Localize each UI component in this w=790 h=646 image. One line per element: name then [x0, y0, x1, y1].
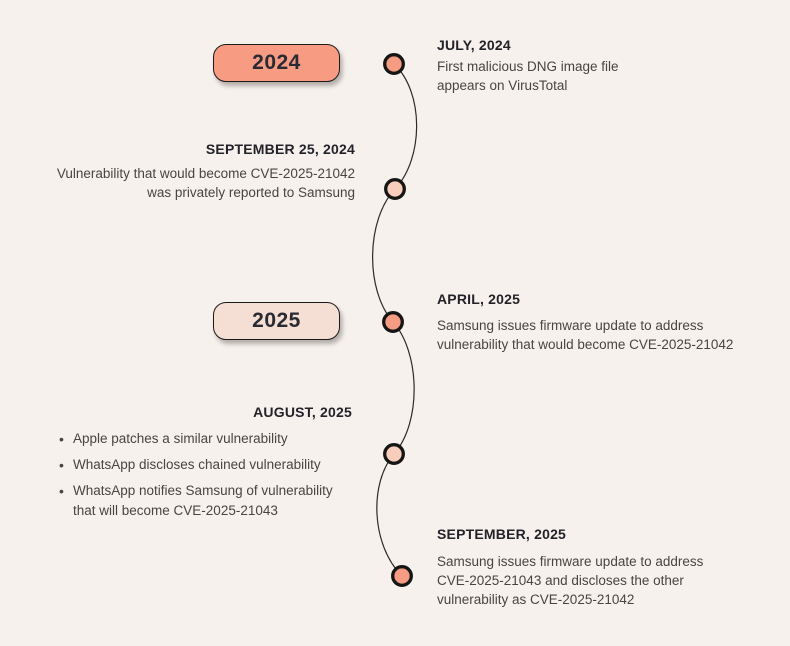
event-bullet: WhatsApp discloses chained vulnerability	[56, 455, 348, 475]
year-badge-2025: 2025	[213, 302, 340, 340]
event-description: Samsung issues firmware update to addres…	[437, 318, 734, 352]
event-bullet-list: Apple patches a similar vulnerability Wh…	[56, 429, 348, 521]
timeline-node-april-2025	[382, 311, 404, 333]
event-date: SEPTEMBER 25, 2024	[205, 141, 355, 157]
event-date: SEPTEMBER, 2025	[437, 526, 567, 542]
event-bullet: WhatsApp notifies Samsung of vulnerabili…	[56, 481, 348, 521]
timeline-node-september-25-2024	[384, 178, 406, 200]
event-date: JULY, 2024	[437, 37, 511, 53]
event-september-2025: SEPTEMBER, 2025 Samsung issues firmware …	[437, 526, 772, 609]
event-august-2025: AUGUST, 2025 Apple patches a similar vul…	[56, 404, 352, 527]
event-description: Samsung issues firmware update to addres…	[437, 554, 704, 607]
event-september-25-2024: SEPTEMBER 25, 2024 Vulnerability that wo…	[25, 141, 355, 202]
event-july-2024: JULY, 2024 First malicious DNG image fil…	[437, 37, 767, 95]
event-description: Vulnerability that would become CVE-2025…	[56, 166, 355, 200]
event-date: AUGUST, 2025	[253, 404, 352, 420]
event-date: APRIL, 2025	[437, 291, 521, 307]
timeline-node-august-2025	[383, 443, 405, 465]
timeline-node-july-2024	[383, 53, 405, 75]
event-april-2025: APRIL, 2025 Samsung issues firmware upda…	[437, 291, 772, 354]
event-description: First malicious DNG image file appears o…	[437, 59, 619, 93]
year-badge-2024: 2024	[213, 44, 340, 82]
timeline-node-september-2025	[391, 565, 413, 587]
timeline-curve	[372, 63, 418, 577]
event-bullet: Apple patches a similar vulnerability	[56, 429, 348, 449]
